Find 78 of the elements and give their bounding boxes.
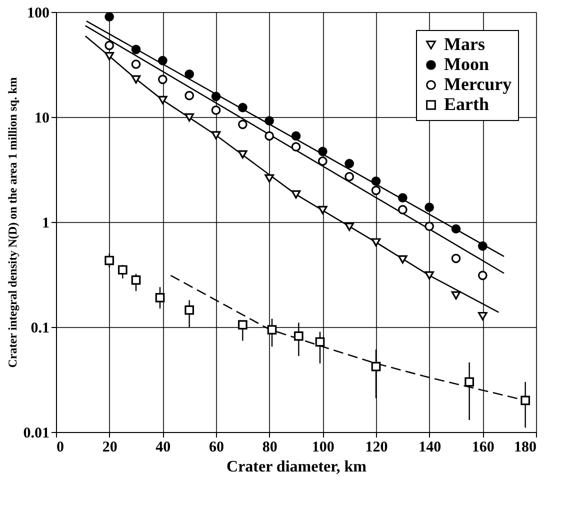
point — [451, 254, 461, 264]
point — [478, 270, 488, 280]
y-tick-label: 10 — [34, 110, 50, 126]
point — [184, 305, 194, 315]
legend-label: Moon — [444, 54, 489, 74]
point — [131, 75, 141, 84]
x-tick-label: 20 — [102, 440, 118, 456]
point — [158, 56, 168, 66]
point — [238, 150, 248, 159]
point — [464, 377, 474, 387]
point — [104, 12, 114, 22]
x-tick-label: 60 — [209, 440, 224, 456]
point — [344, 222, 354, 231]
x-tick-label: 100 — [312, 440, 334, 456]
point — [238, 320, 248, 330]
legend-label: Mercury — [444, 74, 512, 94]
point — [315, 337, 325, 347]
point — [478, 241, 488, 251]
point — [318, 146, 328, 156]
x-tick-label: 140 — [418, 440, 442, 456]
point — [131, 60, 141, 69]
x-tick-label: 40 — [156, 440, 171, 456]
x-axis-title: Crater diameter, km — [226, 458, 368, 476]
point — [131, 275, 141, 285]
point — [211, 92, 221, 102]
point — [478, 312, 488, 320]
point — [291, 131, 301, 141]
x-tick-label: 0 — [56, 440, 64, 456]
point — [291, 190, 301, 199]
point — [211, 106, 221, 115]
point — [344, 172, 354, 182]
legend-label: Earth — [444, 94, 489, 114]
point — [294, 331, 304, 341]
point — [398, 255, 408, 264]
x-tick-label: 160 — [472, 440, 494, 456]
x-tick-label: 180 — [514, 440, 536, 456]
point — [291, 142, 301, 152]
point — [424, 202, 434, 212]
point — [318, 156, 328, 166]
point — [158, 96, 168, 104]
point — [184, 113, 194, 122]
point — [520, 396, 530, 406]
point — [131, 44, 141, 54]
point — [398, 193, 408, 202]
point — [184, 69, 194, 79]
point — [424, 222, 434, 231]
point — [451, 224, 461, 234]
point — [267, 325, 277, 334]
point — [264, 131, 274, 141]
point — [318, 206, 328, 214]
point — [104, 40, 114, 50]
point — [344, 158, 354, 168]
point — [211, 131, 221, 140]
legend-label: Mars — [444, 34, 485, 54]
point — [371, 176, 381, 186]
point — [184, 90, 194, 100]
y-tick-label: 1 — [42, 216, 50, 232]
point — [264, 174, 274, 183]
point — [264, 116, 274, 126]
point — [371, 186, 381, 196]
point — [158, 74, 168, 84]
x-tick-label: 80 — [262, 440, 278, 456]
point — [238, 102, 248, 112]
point — [371, 362, 381, 372]
y-tick-label: 0.01 — [23, 426, 50, 442]
point — [104, 52, 114, 60]
point — [371, 238, 381, 247]
point — [424, 271, 434, 280]
point — [104, 256, 114, 266]
y-axis-title: Crater integral density N(D) on the area 1 million sq. km — [5, 77, 20, 368]
point — [398, 205, 408, 214]
point — [118, 265, 128, 275]
y-tick-label: 0.1 — [30, 320, 50, 336]
point — [238, 120, 248, 130]
x-tick-label: 120 — [365, 440, 388, 456]
point — [155, 293, 165, 302]
y-tick-label: 100 — [27, 6, 50, 22]
point — [451, 291, 461, 300]
